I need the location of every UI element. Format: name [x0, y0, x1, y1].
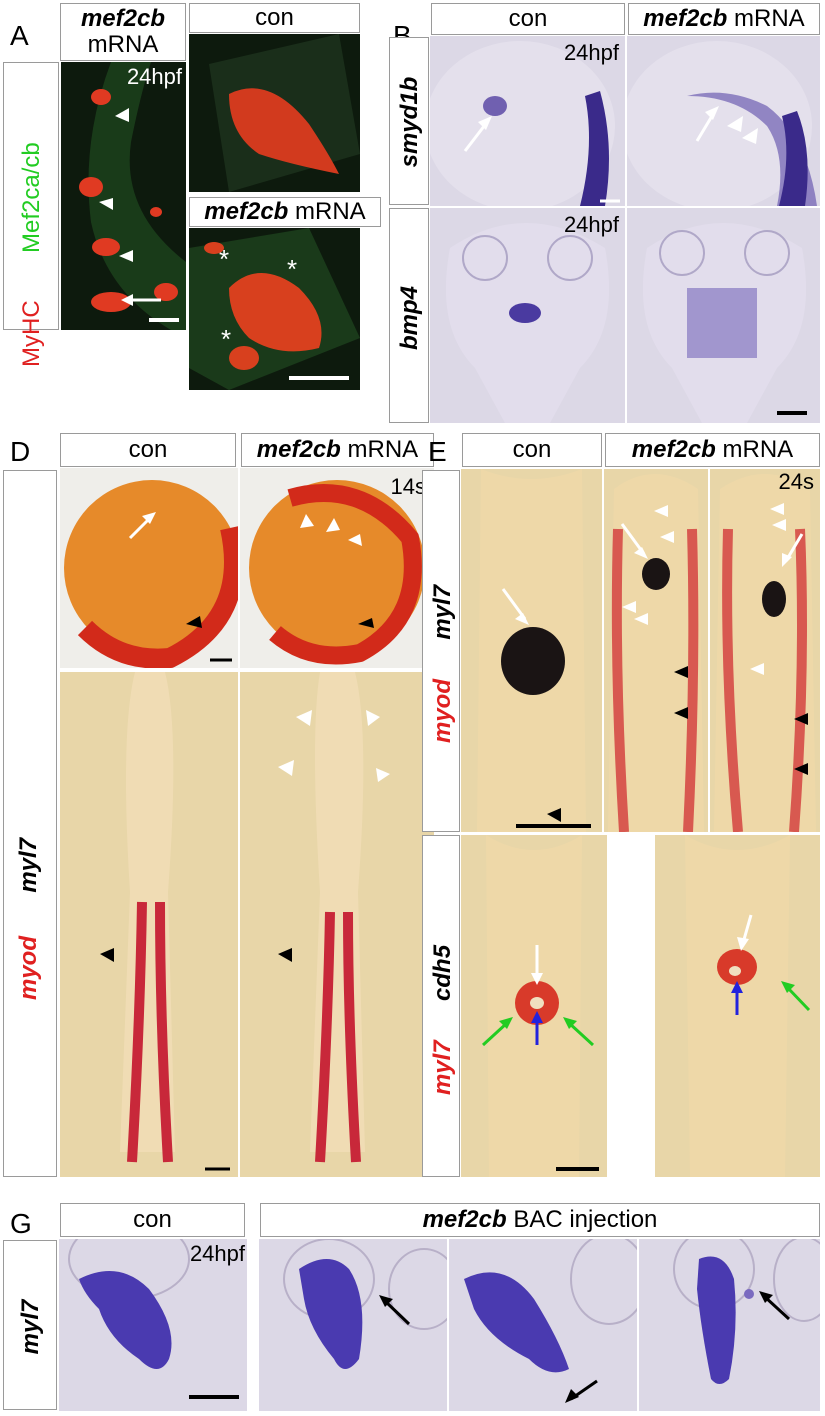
a-header-mef2cb-mrna-2: mef2cb mRNA	[189, 197, 381, 227]
g-image-bac-2	[449, 1239, 637, 1411]
f-stain-box: myl7 cdh5	[422, 835, 460, 1177]
f-image-con	[461, 835, 607, 1177]
d-image-mrna-top: 14s	[240, 468, 434, 668]
a-header-mrna: mRNA	[87, 31, 159, 58]
g-stain-box: myl7	[3, 1240, 57, 1410]
panel-letter-d: D	[10, 436, 31, 467]
b-stain-box: smyd1b	[389, 37, 429, 205]
f-stain-myl7: myl7	[429, 1040, 456, 1095]
e-header-mef2cb-mrna: mef2cb mRNA	[605, 433, 820, 467]
b-header-gene: mef2cb	[643, 5, 728, 32]
e-image-mrna-1	[604, 469, 708, 832]
a-image-mrna-2: * * *	[189, 228, 360, 390]
b-image-mrna	[627, 36, 820, 206]
g-image-con: 24hpf	[59, 1239, 247, 1411]
a-header-gene: mef2cb	[80, 5, 166, 32]
b-stain-smyd1b: smyd1b	[396, 76, 423, 168]
panel-letter-a: A	[10, 20, 29, 51]
g-image-bac-3	[639, 1239, 820, 1411]
a-stage-24hpf: 24hpf	[126, 64, 182, 89]
d-stage-14s: 14s	[390, 474, 426, 499]
d-stain-box: myod myl7	[3, 470, 57, 1177]
d-image-con-top	[60, 468, 238, 668]
g-header-gene: mef2cb	[422, 1206, 507, 1233]
b-stage-24hpf: 24hpf	[563, 40, 619, 65]
svg-text:*: *	[219, 244, 229, 274]
e-header-gene: mef2cb	[631, 436, 716, 463]
b-header-con: con	[431, 3, 625, 35]
svg-text:*: *	[221, 324, 231, 354]
a-header2-gene: mef2cb	[204, 198, 289, 225]
d-stain-myl7: myl7	[15, 837, 42, 893]
c-image-con: 24hpf	[430, 208, 625, 423]
e-header-mrna: mRNA	[722, 436, 794, 463]
b-header-mrna: mRNA	[734, 5, 805, 32]
f-stain-cdh5: cdh5	[429, 944, 456, 1001]
g-image-bac-1	[259, 1239, 447, 1411]
f-image-mrna	[655, 835, 820, 1177]
g-stain-myl7: myl7	[17, 1299, 44, 1355]
a-stain-myhc: MyHC	[18, 300, 45, 367]
e-image-mrna-2: 24s	[710, 469, 820, 832]
e-stage-24s: 24s	[778, 469, 814, 494]
panel-letter-e: E	[428, 436, 447, 467]
a-header2-mrna: mRNA	[295, 198, 366, 225]
a-stain-mef2: Mef2ca/cb	[18, 142, 45, 253]
d-stain-myod: myod	[15, 935, 42, 1000]
d-header-mef2cb-mrna: mef2cb mRNA	[241, 433, 434, 467]
panel-letter-g: G	[10, 1208, 32, 1239]
e-image-con	[461, 469, 602, 832]
d-header-mrna: mRNA	[347, 436, 419, 463]
b-image-con: 24hpf	[430, 36, 625, 206]
c-stain-box: bmp4	[389, 208, 429, 423]
d-header-gene: mef2cb	[256, 436, 341, 463]
a-image-mrna: 24hpf	[61, 62, 186, 330]
g-header-bac: mef2cb BAC injection	[260, 1203, 820, 1237]
c-stage-24hpf: 24hpf	[563, 212, 619, 237]
d-image-con-bottom	[60, 672, 238, 1177]
g-header-con: con	[60, 1203, 245, 1237]
g-header-bac-injection: BAC injection	[513, 1206, 658, 1233]
c-stain-bmp4: bmp4	[396, 286, 423, 351]
a-header-con: con	[189, 3, 360, 33]
svg-text:*: *	[287, 254, 297, 284]
e-header-con: con	[462, 433, 602, 467]
e-stain-myod: myod	[429, 678, 456, 743]
g-stage-24hpf: 24hpf	[189, 1241, 245, 1266]
a-stain-label-box: MyHC Mef2ca/cb	[3, 62, 59, 367]
d-image-mrna-bottom	[240, 672, 434, 1177]
e-stain-box: myod myl7	[422, 470, 460, 832]
e-stain-myl7: myl7	[429, 584, 456, 640]
a-image-con	[189, 34, 360, 192]
b-header-mef2cb-mrna: mef2cb mRNA	[628, 3, 820, 35]
a-header-mef2cb-mrna: mef2cb mRNA	[60, 3, 186, 61]
d-header-con: con	[60, 433, 236, 467]
c-image-mrna	[627, 208, 820, 423]
